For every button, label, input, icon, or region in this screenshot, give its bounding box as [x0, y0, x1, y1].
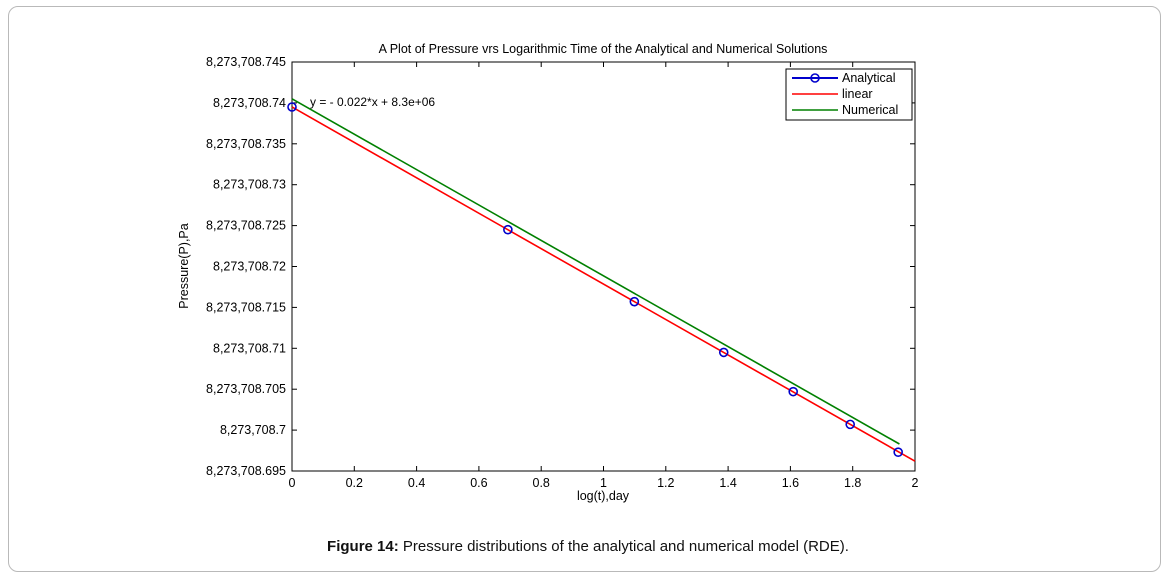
analytical-point [503, 224, 513, 235]
chart-title: A Plot of Pressure vrs Logarithmic Time … [379, 42, 828, 56]
x-tick-label: 0.2 [346, 476, 363, 490]
y-tick-label: 8,273,708.705 [206, 382, 286, 396]
y-axis-label: Pressure(P),Pa [177, 223, 191, 308]
x-tick-label: 0.4 [408, 476, 425, 490]
x-tick-label: 1.6 [782, 476, 799, 490]
y-axis: 8,273,708.745 8,273,708.74 8,273,708.735 8,… [206, 55, 915, 478]
y-tick-label: 8,273,708.7 [220, 423, 286, 437]
analytical-point [287, 102, 297, 112]
analytical-point [788, 386, 799, 397]
caption-text: Pressure distributions of the analytical… [398, 538, 849, 555]
analytical-point [718, 347, 729, 358]
x-axis: 0 0.2 0.4 0.6 0.8 1 1.2 1.4 1.6 1.8 2 [289, 62, 919, 490]
legend: Analytical linear Numerical [785, 68, 913, 121]
x-axis-label: log(t),day [577, 489, 630, 503]
plot-area [291, 61, 916, 472]
x-tick-label: 0.6 [470, 476, 487, 490]
legend-marker-analytical [810, 73, 820, 83]
series-line-linear [291, 106, 916, 462]
legend-label-linear: linear [842, 87, 873, 101]
equation-annotation: y = - 0.022*x + 8.3e+06 [310, 95, 435, 109]
legend-label-analytical: Analytical [842, 71, 896, 85]
x-tick-label: 1.4 [719, 476, 736, 490]
x-tick-label: 1.8 [844, 476, 861, 490]
y-tick-label: 8,273,708.72 [213, 260, 286, 274]
chart: A Plot of Pressure vrs Logarithmic Time … [177, 42, 919, 503]
y-tick-label: 8,273,708.74 [213, 96, 286, 110]
legend-label-numerical: Numerical [842, 103, 898, 117]
y-tick-label: 8,273,708.71 [213, 341, 286, 355]
series-line-numerical [291, 98, 900, 445]
series-layer [287, 98, 916, 462]
x-tick-label: 1 [600, 476, 607, 490]
x-tick-label: 1.2 [657, 476, 674, 490]
y-tick-label: 8,273,708.735 [206, 137, 286, 151]
analytical-point [893, 447, 903, 457]
y-tick-label: 8,273,708.745 [206, 55, 286, 69]
x-tick-label: 0.8 [533, 476, 550, 490]
y-tick-label: 8,273,708.73 [213, 178, 286, 192]
y-tick-label: 8,273,708.715 [206, 300, 286, 314]
analytical-point [629, 296, 640, 307]
y-tick-label: 8,273,708.695 [206, 464, 286, 478]
caption-label: Figure 14: [327, 538, 399, 555]
x-tick-label: 0 [289, 476, 296, 490]
x-tick-label: 2 [912, 476, 919, 490]
analytical-point [845, 419, 856, 430]
figure-caption: Figure 14: Pressure distributions of the… [0, 538, 1176, 555]
y-tick-label: 8,273,708.725 [206, 219, 286, 233]
